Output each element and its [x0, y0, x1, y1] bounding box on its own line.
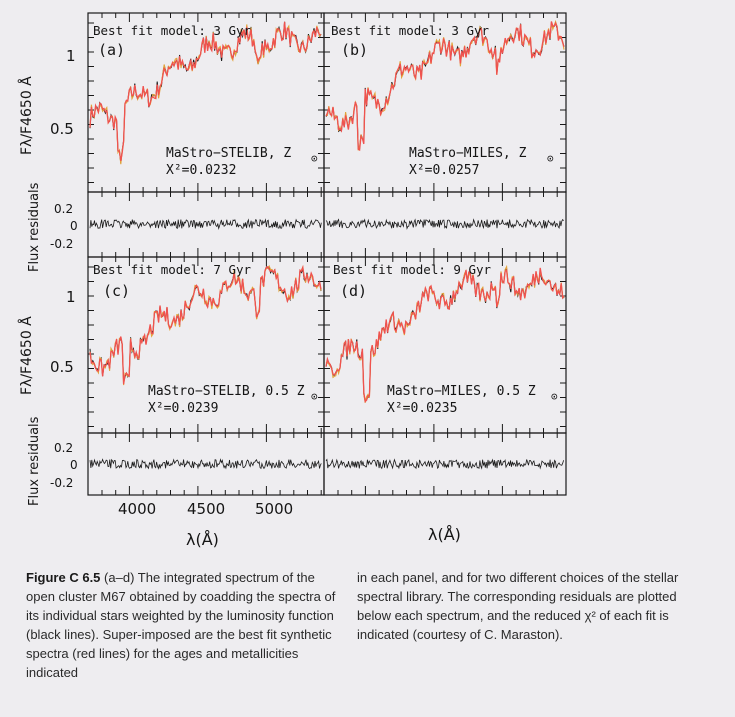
panel-c-library: MaStro−STELIB, 0.5 Z [148, 384, 305, 399]
plot-frames [87, 12, 567, 496]
resid-a-frame [87, 191, 325, 258]
flux-tick-1-bottom: 1 [66, 288, 76, 306]
panel-a-letter: (a) [98, 41, 125, 59]
axis-ticks [88, 13, 566, 495]
spectra-lines [89, 19, 565, 470]
caption-right-column: in each panel, and for two different cho… [357, 568, 702, 644]
y-axis-title-resid-bottom: Flux residuals [27, 416, 42, 506]
residual-line [325, 458, 564, 470]
panel-b-letter: (b) [341, 41, 368, 59]
model-spectrum-line [325, 21, 565, 152]
y-axis-title-resid-top: Flux residuals [27, 182, 42, 272]
resid-tick-02-top: 0.2 [54, 202, 73, 216]
resid-tick-02-bottom: 0.2 [54, 441, 73, 455]
resid-tick-m02-top: -0.2 [50, 237, 73, 251]
residual-line [325, 218, 564, 230]
model-spectrum-line [89, 21, 322, 162]
model-spectrum-line [325, 267, 565, 403]
panel-b-library: MaStro−MILES, Z [409, 146, 527, 161]
y-axis-title-flux-bottom: Fλ/F4650 Å [18, 316, 35, 395]
panel-c-letter: (c) [103, 282, 130, 300]
x-axis-title-left: λ(Å) [186, 530, 219, 549]
resid-tick-0-top: 0 [70, 219, 78, 233]
resid-tick-m02-bottom: -0.2 [50, 476, 73, 490]
flux-tick-05-bottom: 0.5 [50, 358, 74, 376]
residual-line [89, 218, 322, 230]
panel-b-chi2: X²=0.0257 [409, 163, 479, 178]
panel-d-chi2: X²=0.0235 [387, 401, 457, 416]
caption-right-text: in each panel, and for two different cho… [357, 570, 679, 642]
flux-tick-05-top: 0.5 [50, 120, 74, 138]
resid-d-frame [323, 432, 567, 496]
panel-c-best-fit: Best fit model: 7 Gyr [93, 262, 252, 277]
x-tick-4000: 4000 [118, 500, 156, 518]
resid-tick-0-bottom: 0 [70, 458, 78, 472]
figure-label: Figure C 6.5 [26, 570, 101, 585]
panel-d-library: MaStro−MILES, 0.5 Z [387, 384, 536, 399]
panel-a-sun-symbol: ⊙ [311, 152, 318, 165]
panel-d-sun-symbol: ⊙ [551, 390, 558, 403]
panel-a-best-fit: Best fit model: 3 Gyr [93, 23, 252, 38]
panel-c-sun-symbol: ⊙ [311, 390, 318, 403]
panel-b-sun-symbol: ⊙ [547, 152, 554, 165]
caption-left-text: (a–d) The integrated spectrum of the ope… [26, 570, 336, 680]
y-axis-title-flux-top: Fλ/F4650 Å [18, 76, 35, 155]
panel-a-library: MaStro−STELIB, Z [166, 146, 291, 161]
x-axis-title-right: λ(Å) [428, 525, 461, 544]
model-spectrum-line [89, 264, 322, 385]
residual-line [89, 458, 322, 470]
panel-d-best-fit: Best fit model: 9 Gyr [333, 262, 492, 277]
x-tick-5000: 5000 [255, 500, 293, 518]
flux-tick-1-top: 1 [66, 47, 76, 65]
panel-b-best-fit: Best fit model: 3 Gyr [331, 23, 490, 38]
resid-c-frame [87, 432, 325, 496]
x-tick-4500: 4500 [187, 500, 225, 518]
caption-left-column: Figure C 6.5 (a–d) The integrated spectr… [26, 568, 344, 682]
panel-c-chi2: X²=0.0239 [148, 401, 218, 416]
panel-a-chi2: X²=0.0232 [166, 163, 236, 178]
panel-d-letter: (d) [340, 282, 367, 300]
